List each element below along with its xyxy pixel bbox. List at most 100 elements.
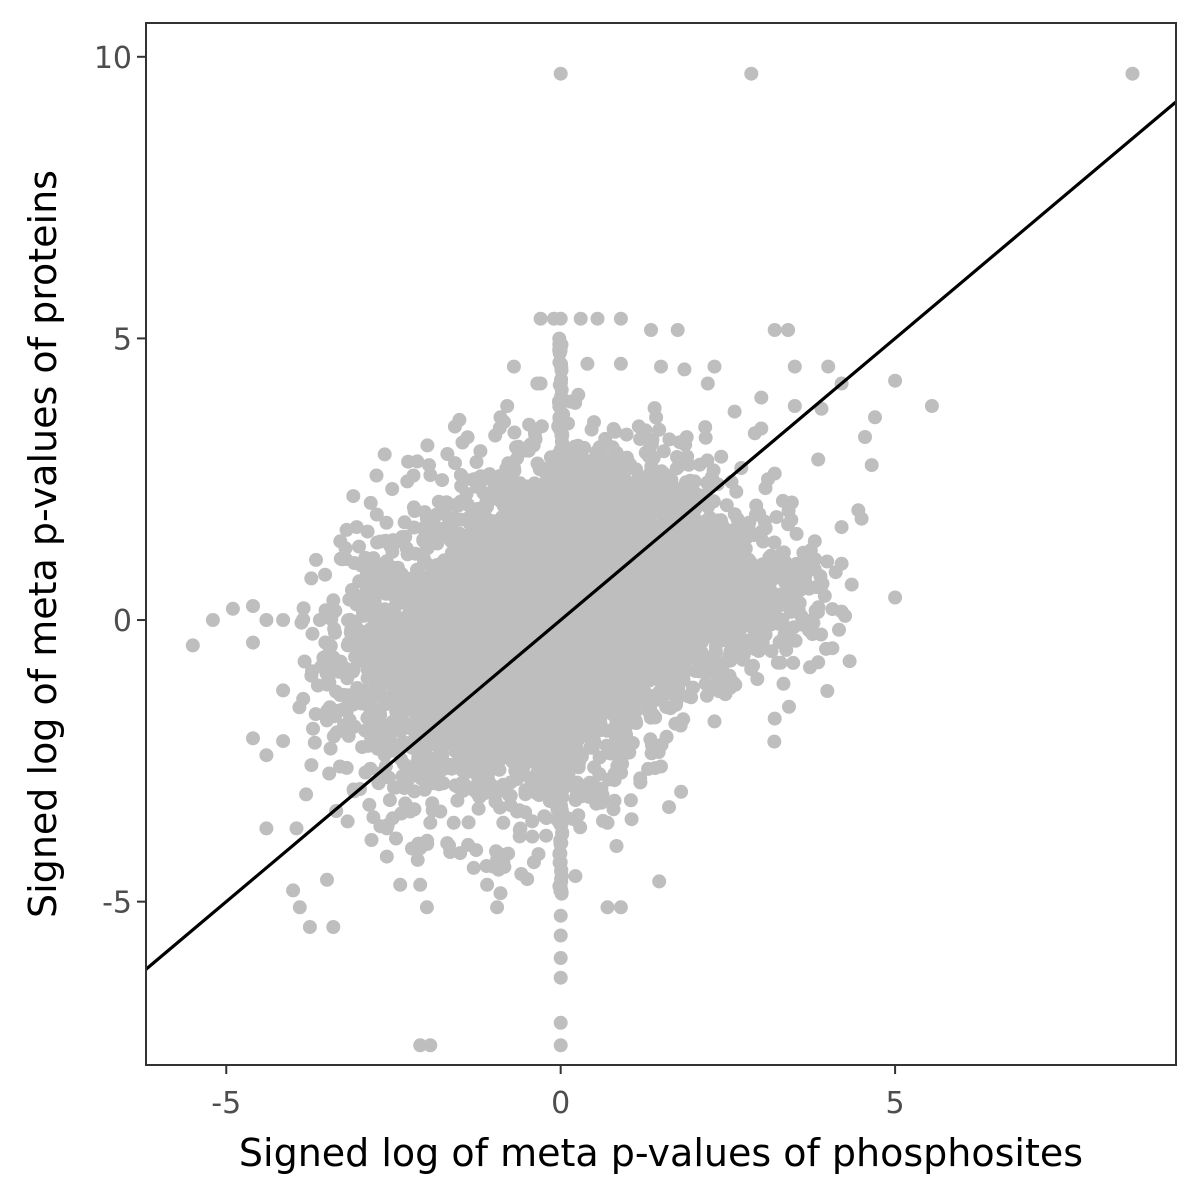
scatter-point xyxy=(584,422,599,437)
scatter-point xyxy=(307,735,322,750)
scatter-point xyxy=(525,829,540,844)
scatter-point xyxy=(698,420,713,435)
scatter-point xyxy=(710,477,725,492)
scatter-point xyxy=(453,468,468,482)
scatter-point xyxy=(698,676,713,691)
scatter-point xyxy=(410,454,425,469)
scatter-point xyxy=(539,828,554,843)
scatter-point xyxy=(666,482,680,497)
scatter-point xyxy=(617,708,632,723)
scatter-point xyxy=(649,410,664,425)
scatter-point xyxy=(530,765,545,780)
scatter-point xyxy=(511,493,525,508)
scatter-point xyxy=(503,472,518,486)
scatter-point xyxy=(577,719,592,733)
scatter-point xyxy=(496,815,511,830)
scatter-point xyxy=(424,524,439,539)
scatter-point xyxy=(784,495,799,510)
scatter-point xyxy=(566,812,581,827)
scatter-point xyxy=(638,445,653,460)
scatter-point xyxy=(606,802,621,817)
scatter-point xyxy=(472,790,487,805)
scatter-point xyxy=(340,814,355,829)
scatter-point xyxy=(604,692,619,706)
scatter-point xyxy=(377,447,392,462)
scatter-point xyxy=(701,499,715,514)
scatter-point xyxy=(624,812,639,827)
scatter-point xyxy=(643,732,658,747)
scatter-point xyxy=(746,658,760,673)
scatter-point xyxy=(622,745,637,760)
scatter-point xyxy=(299,787,314,802)
scatter-point xyxy=(569,509,584,524)
scatter-point xyxy=(605,469,619,484)
scatter-point xyxy=(395,530,410,544)
scatter-point xyxy=(486,784,501,799)
scatter-point xyxy=(389,831,403,846)
scatter-point xyxy=(320,872,334,887)
scatter-point xyxy=(369,468,384,483)
scatter-point xyxy=(667,532,682,547)
scatter-point xyxy=(573,521,588,535)
scatter-point xyxy=(593,709,608,724)
scatter-point xyxy=(440,836,455,851)
scatter-point xyxy=(523,486,538,501)
scatter-point xyxy=(657,658,672,673)
scatter-point xyxy=(671,459,686,474)
scatter-point xyxy=(652,874,667,889)
scatter-point xyxy=(297,654,312,669)
scatter-point xyxy=(566,670,581,685)
scatter-point xyxy=(532,750,547,765)
scatter-point xyxy=(516,747,531,762)
scatter-point xyxy=(363,495,378,510)
scatter-point xyxy=(606,422,621,436)
scatter-point xyxy=(687,474,702,489)
scatter-point xyxy=(651,692,666,707)
scatter-point xyxy=(782,699,796,714)
scatter-point xyxy=(539,811,554,825)
scatter-point xyxy=(571,387,586,402)
points-layer xyxy=(185,66,1140,1053)
scatter-point xyxy=(487,747,502,762)
scatter-point xyxy=(648,710,663,725)
scatter-point xyxy=(574,749,589,764)
scatter-point xyxy=(619,427,634,442)
scatter-point xyxy=(629,492,644,506)
scatter-point xyxy=(623,675,638,690)
scatter-point xyxy=(589,796,604,811)
scatter-point xyxy=(663,701,678,716)
scatter-point xyxy=(602,772,616,787)
scatter-point xyxy=(704,519,719,534)
scatter-point xyxy=(767,535,782,550)
scatter-point xyxy=(659,729,674,744)
scatter-point xyxy=(362,797,377,812)
scatter-point xyxy=(609,483,624,498)
scatter-point xyxy=(651,745,666,759)
scatter-point xyxy=(563,476,578,491)
scatter-point xyxy=(583,740,598,755)
scatter-point xyxy=(645,432,660,447)
scatter-point xyxy=(769,510,784,525)
scatter-point xyxy=(662,800,676,815)
scatter-point xyxy=(722,668,737,683)
scatter-point xyxy=(304,758,319,773)
scatter-point xyxy=(587,760,602,775)
scatter-point xyxy=(639,694,654,709)
scatter-point xyxy=(455,435,470,450)
scatter-point xyxy=(712,684,727,699)
scatter-point xyxy=(422,458,436,473)
scatter-point xyxy=(510,523,525,537)
scatter-point xyxy=(604,706,619,721)
scatter-point xyxy=(719,498,734,513)
scatter-point xyxy=(662,432,677,447)
scatter-point xyxy=(629,462,644,477)
scatter-point xyxy=(789,526,804,541)
scatter-point xyxy=(698,430,713,445)
scatter-point xyxy=(573,784,588,799)
scatter-point xyxy=(526,714,541,729)
scatter-point xyxy=(360,524,375,539)
scatter-point xyxy=(420,438,435,453)
scatter-point xyxy=(322,766,337,781)
scatter-point xyxy=(575,468,590,483)
